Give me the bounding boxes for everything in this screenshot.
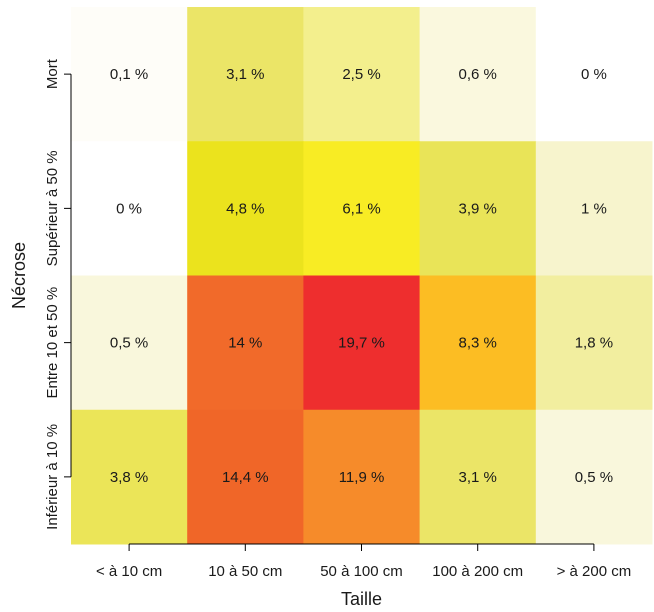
cell-value-label: 1 % xyxy=(581,200,607,217)
y-tick-label: Mort xyxy=(44,58,61,89)
cell-value-label: 0 % xyxy=(116,200,142,217)
heatmap-cell xyxy=(419,141,537,276)
cell-value-label: 3,1 % xyxy=(226,66,264,83)
x-tick-label: 100 à 200 cm xyxy=(432,563,523,580)
heatmap-cell xyxy=(187,409,304,545)
cell-value-label: 14,4 % xyxy=(222,469,269,486)
heatmap-cell xyxy=(535,141,653,276)
heatmap-cell-labels: 0,1 % 3,1 % 2,5 % 0,6 % 0 % 0 % 4,8 % 6,1 % 3,9 … xyxy=(110,66,613,486)
y-tick-label: Entre 10 et 50 % xyxy=(44,287,61,399)
heatmap-cell xyxy=(535,7,653,142)
y-tick-label: Inférieur à 10 % xyxy=(44,424,61,530)
heatmap-cell xyxy=(303,141,421,276)
cell-value-label: 6,1 % xyxy=(342,200,380,217)
x-tick-label: 10 à 50 cm xyxy=(208,563,282,580)
y-axis-ticks: Mort Supérieur à 50 % Entre 10 et 50 % Infé… xyxy=(44,58,71,530)
x-tick-label: > à 200 cm xyxy=(557,563,632,580)
heatmap-cell xyxy=(303,409,421,545)
heatmap-cell xyxy=(187,275,304,411)
cell-value-label: 1,8 % xyxy=(575,335,613,352)
heatmap-cell xyxy=(535,409,653,545)
cell-value-label: 3,8 % xyxy=(110,469,148,486)
heatmap-cell xyxy=(71,7,188,142)
heatmap-cells xyxy=(71,7,653,545)
cell-value-label: 0,5 % xyxy=(575,469,613,486)
heatmap-cell xyxy=(419,275,537,411)
cell-value-label: 0,5 % xyxy=(110,335,148,352)
heatmap-cell xyxy=(419,7,537,142)
cell-value-label: 19,7 % xyxy=(338,335,385,352)
heatmap-cell xyxy=(71,409,188,545)
heatmap-cell xyxy=(71,141,188,276)
cell-value-label: 3,1 % xyxy=(459,469,497,486)
y-tick-label: Supérieur à 50 % xyxy=(44,150,61,266)
cell-value-label: 4,8 % xyxy=(226,200,264,217)
x-axis-title: Taille xyxy=(341,589,382,609)
x-tick-label: 50 à 100 cm xyxy=(320,563,403,580)
heatmap-cell xyxy=(303,275,421,411)
x-axis-ticks: < à 10 cm 10 à 50 cm 50 à 100 cm 100 à 200 … xyxy=(96,544,631,580)
cell-value-label: 2,5 % xyxy=(342,66,380,83)
heatmap-cell xyxy=(303,7,421,142)
heatmap-cell xyxy=(71,275,188,411)
cell-value-label: 0 % xyxy=(581,66,607,83)
cell-value-label: 0,6 % xyxy=(459,66,497,83)
heatmap-cell xyxy=(419,409,537,545)
heatmap-cell xyxy=(535,275,653,411)
heatmap-cell xyxy=(187,7,304,142)
cell-value-label: 11,9 % xyxy=(339,469,385,486)
cell-value-label: 14 % xyxy=(228,335,262,352)
heatmap-cell xyxy=(187,141,304,276)
x-tick-label: < à 10 cm xyxy=(96,563,162,580)
cell-value-label: 0,1 % xyxy=(110,66,148,83)
y-axis-title: Nécrose xyxy=(9,242,29,309)
cell-value-label: 8,3 % xyxy=(459,335,497,352)
cell-value-label: 3,9 % xyxy=(459,200,497,217)
